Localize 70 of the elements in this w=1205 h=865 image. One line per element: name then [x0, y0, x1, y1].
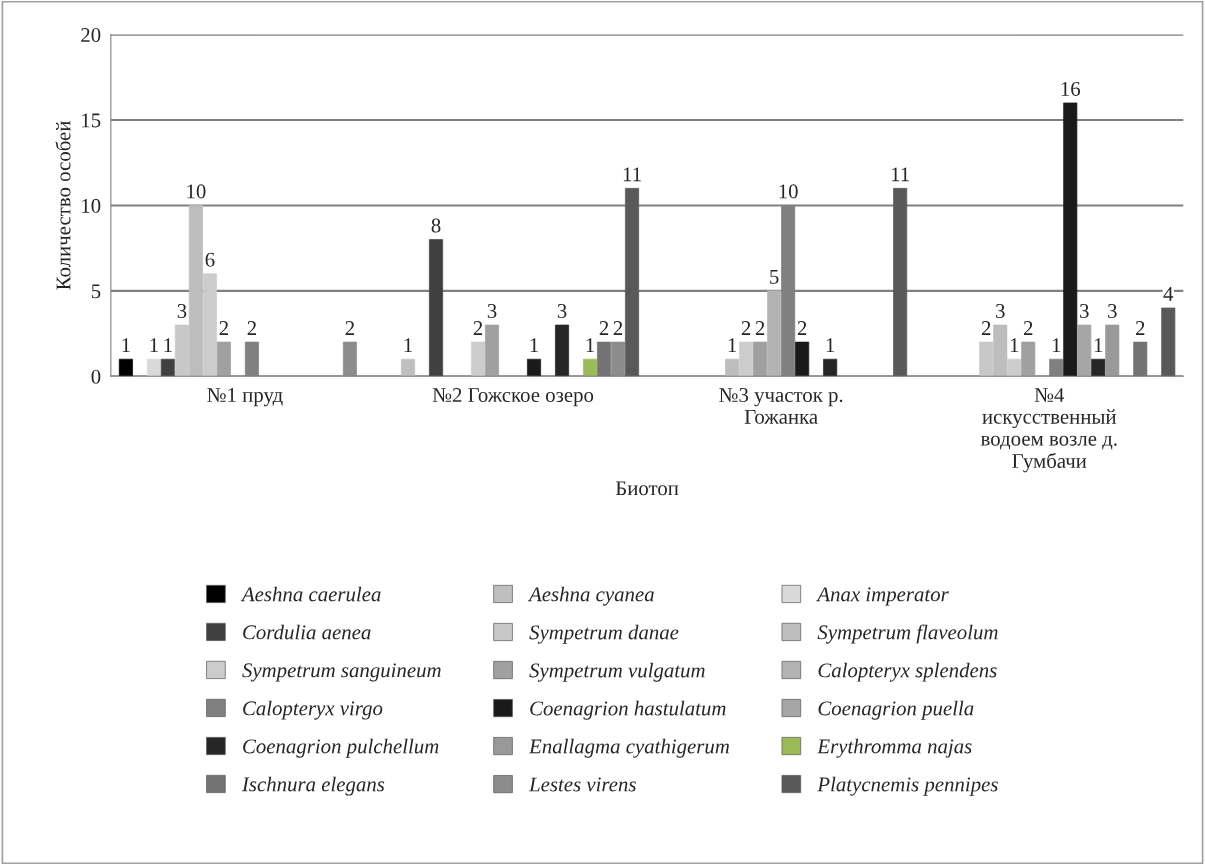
- legend-label: Calopteryx splendens: [818, 662, 997, 682]
- legend-label: Calopteryx virgo: [243, 700, 383, 720]
- data-label: 2: [219, 321, 228, 335]
- y-tick-label: 20: [81, 27, 101, 43]
- data-label: 1: [1094, 338, 1103, 352]
- data-label: 4: [1163, 287, 1174, 301]
- legend-label: Enallagma cyathigerum: [528, 738, 729, 758]
- data-label: 1: [1052, 338, 1061, 352]
- y-tick-label: 5: [91, 284, 101, 299]
- legend-label: Ischnura elegans: [241, 776, 385, 796]
- legend-label: Sympetrum flaveolum: [817, 624, 998, 644]
- legend-label: Sympetrum vulgatum: [529, 662, 705, 682]
- data-label: 11: [623, 167, 641, 182]
- data-label: 3: [1080, 304, 1089, 319]
- y-axis-title: Количество особей: [55, 121, 71, 290]
- x-tick-label: №1 пруд: [207, 388, 283, 407]
- legend-label: Platycnemis pennipes: [817, 776, 998, 796]
- x-axis-title: Биотоп: [615, 481, 679, 496]
- bar: [1161, 307, 1176, 377]
- legend-label: Cordulia aenea: [243, 624, 371, 640]
- legend-label: Coenagrion hastulatum: [530, 700, 726, 720]
- data-label: 2: [473, 321, 483, 335]
- y-tick-label: 10: [82, 198, 101, 213]
- legend-label: Coenagrion puella: [818, 700, 974, 720]
- data-label: 1: [530, 338, 538, 352]
- data-label: 1: [826, 338, 835, 352]
- y-tick-label: 15: [82, 113, 101, 128]
- data-label: 2: [1135, 321, 1145, 335]
- data-label: 11: [891, 167, 909, 182]
- legend-label: Erythromma najas: [817, 738, 972, 758]
- bar: [893, 188, 908, 377]
- legend-label: Coenagrion pulchellum: [243, 738, 439, 758]
- data-label: 2: [247, 321, 256, 335]
- data-label: 2: [755, 321, 765, 335]
- data-label: 1: [404, 338, 412, 352]
- data-label: 2: [613, 321, 623, 335]
- data-label: 2: [1023, 321, 1033, 335]
- data-label: 2: [345, 321, 354, 335]
- data-label: 2: [981, 321, 991, 335]
- legend-label: Aeshna caerulea: [240, 586, 381, 602]
- data-label: 1: [1010, 338, 1019, 352]
- y-tick-label: 0: [91, 369, 101, 384]
- legend-label: Lestes virens: [528, 777, 636, 792]
- x-tick-label: №2 Гожское озеро: [432, 388, 594, 407]
- data-label: 3: [996, 304, 1005, 319]
- data-label: 6: [205, 252, 215, 267]
- data-label: 16: [1061, 81, 1081, 96]
- data-label: 10: [187, 184, 206, 199]
- x-tick-label: №3 участок р. Гожанка: [719, 387, 843, 424]
- data-label: 3: [487, 304, 497, 319]
- x-tick-label: №4 искусственный водоем возле д. Гумбачи: [980, 388, 1117, 473]
- data-label: 8: [431, 218, 441, 233]
- data-label: 10: [779, 184, 798, 199]
- legend-label: Sympetrum danae: [529, 624, 679, 644]
- data-label: 3: [557, 304, 567, 319]
- data-label: 2: [797, 321, 807, 335]
- data-label: 1: [122, 338, 130, 352]
- legend-label: Anax imperator: [816, 587, 949, 606]
- bar: [625, 188, 640, 377]
- data-label: 1: [586, 338, 594, 352]
- data-label: 3: [177, 304, 187, 319]
- data-label: 1: [150, 338, 158, 352]
- data-label: 1: [728, 338, 737, 352]
- legend-label: Aeshna cyanea: [527, 586, 654, 606]
- legend-label: Sympetrum sanguineum: [242, 663, 441, 682]
- data-label: 1: [164, 338, 172, 352]
- data-label: 3: [1108, 304, 1117, 319]
- data-label: 5: [770, 270, 779, 284]
- data-label: 2: [741, 321, 751, 335]
- data-label: 2: [599, 321, 609, 335]
